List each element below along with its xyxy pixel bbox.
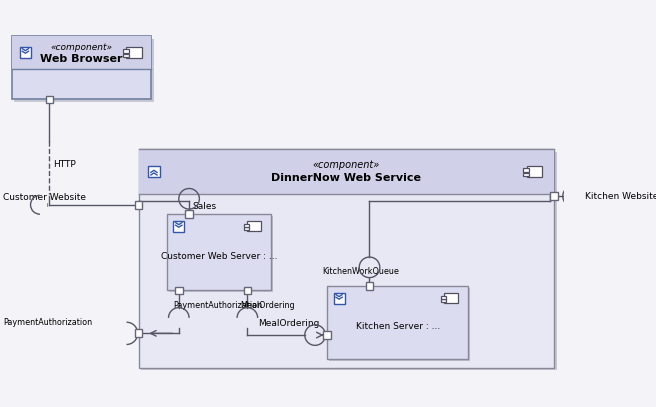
Text: MealOrdering: MealOrdering bbox=[241, 301, 295, 310]
Text: Customer Website: Customer Website bbox=[3, 193, 86, 201]
Bar bbox=[14, 39, 154, 102]
Text: Sales: Sales bbox=[192, 202, 216, 211]
Bar bbox=[167, 214, 272, 291]
Text: PaymentAuthorization: PaymentAuthorization bbox=[174, 301, 263, 310]
Bar bbox=[244, 228, 249, 230]
Text: MealOrdering: MealOrdering bbox=[258, 319, 320, 328]
Bar bbox=[169, 216, 273, 292]
Bar bbox=[173, 221, 184, 232]
Bar bbox=[441, 300, 447, 302]
Bar bbox=[444, 293, 458, 303]
Text: PaymentAuthorization: PaymentAuthorization bbox=[3, 318, 92, 327]
Bar bbox=[138, 149, 554, 368]
Bar bbox=[123, 49, 129, 53]
Bar bbox=[141, 152, 557, 370]
Bar bbox=[12, 36, 152, 99]
Bar bbox=[550, 193, 558, 200]
Text: «component»: «component» bbox=[51, 43, 113, 52]
Bar bbox=[333, 293, 344, 304]
Text: KitchenWorkQueue: KitchenWorkQueue bbox=[322, 267, 400, 276]
Text: Kitchen Website: Kitchen Website bbox=[585, 192, 656, 201]
Bar bbox=[365, 282, 373, 290]
Bar bbox=[123, 54, 129, 57]
Bar bbox=[327, 286, 468, 359]
Text: Web Browser: Web Browser bbox=[40, 54, 123, 64]
Bar bbox=[134, 201, 142, 209]
Bar bbox=[45, 96, 53, 103]
Bar bbox=[127, 47, 142, 58]
Bar bbox=[527, 166, 542, 177]
Bar bbox=[148, 166, 159, 177]
Bar bbox=[185, 210, 193, 218]
Bar bbox=[12, 36, 152, 68]
Text: «component»: «component» bbox=[313, 160, 380, 169]
Text: Customer Web Server : ...: Customer Web Server : ... bbox=[161, 252, 277, 261]
Bar bbox=[134, 330, 142, 337]
Bar bbox=[523, 173, 529, 176]
Bar bbox=[247, 221, 260, 231]
Bar bbox=[523, 168, 529, 172]
Bar bbox=[441, 295, 447, 298]
Bar bbox=[138, 149, 554, 194]
Text: HTTP: HTTP bbox=[53, 160, 75, 169]
Bar bbox=[323, 331, 331, 339]
Bar bbox=[329, 288, 470, 361]
Bar bbox=[175, 287, 182, 294]
Text: Kitchen Server : ...: Kitchen Server : ... bbox=[356, 322, 440, 331]
Bar bbox=[243, 287, 251, 294]
Text: DinnerNow Web Service: DinnerNow Web Service bbox=[272, 173, 421, 183]
Bar bbox=[20, 47, 31, 58]
Bar bbox=[244, 223, 249, 227]
